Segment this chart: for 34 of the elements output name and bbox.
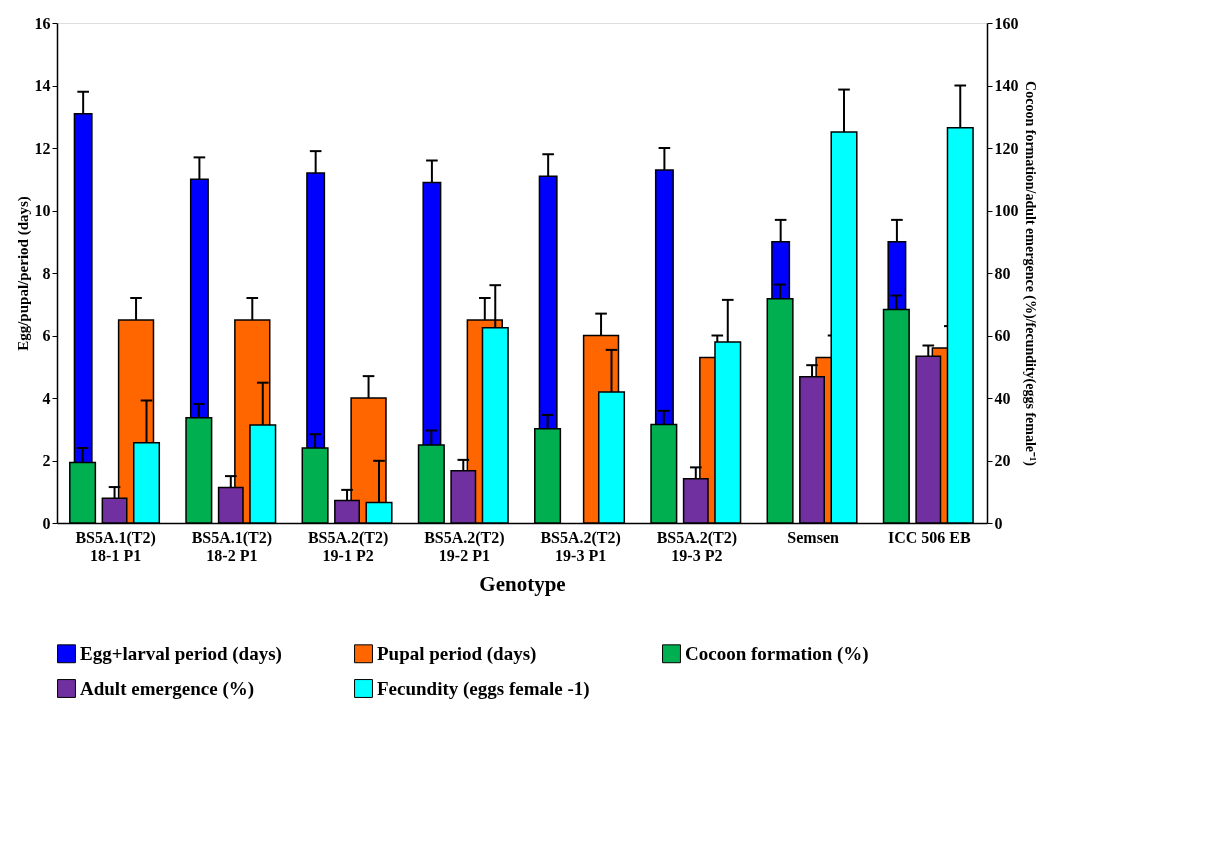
y-tick-label: 12	[34, 139, 51, 157]
x-axis-title: Genotype	[479, 571, 566, 596]
x-tick-label: BS5A.2(T2) 19-3 P2	[656, 528, 738, 564]
legend-label: Egg+larval period (days)	[80, 642, 282, 665]
y-tick-label: 16	[34, 14, 51, 32]
y2-tick-label: 40	[994, 389, 1011, 407]
y2-tick-label: 80	[994, 264, 1011, 282]
y2-tick-label: 20	[994, 452, 1011, 469]
legend-label: Fecundity (eggs female -1)	[377, 677, 590, 700]
y2-tick-label: 0	[994, 514, 1003, 532]
y2-tick-label: 160	[994, 14, 1019, 32]
y-tick-label: 14	[34, 77, 51, 94]
legend-label: Cocoon formation (%)	[685, 642, 869, 665]
y-tick-label: 2	[42, 452, 51, 469]
y-axis-title: Egg/pupal/period (days)	[14, 196, 32, 351]
x-tick-label: BS5A.2(T2) 19-3 P1	[540, 528, 621, 564]
y2-tick-label: 100	[994, 202, 1019, 219]
y2-tick-label: 140	[994, 77, 1019, 94]
x-tick-label: BS5A.1(T2) 18-1 P1	[75, 528, 156, 564]
x-tick-label: BS5A.2(T2) 19-2 P1	[424, 528, 505, 564]
y-tick-label: 10	[34, 202, 51, 219]
y-tick-label: 0	[42, 514, 51, 532]
x-tick-label: Semsen	[787, 528, 839, 546]
y2-tick-label: 60	[994, 327, 1011, 344]
x-tick-label: ICC 506 EB	[888, 528, 972, 546]
y-tick-label: 8	[42, 264, 51, 282]
legend-label: Pupal period (days)	[377, 642, 537, 665]
x-tick-label: BS5A.1(T2) 18-2 P1	[191, 528, 273, 564]
y-tick-label: 6	[42, 327, 51, 344]
x-tick-label: BS5A.2(T2) 19-1 P2	[307, 528, 389, 564]
y2-tick-label: 120	[994, 139, 1019, 157]
legend-label: Adult emergence (%)	[80, 677, 255, 700]
y2-axis-title: Cocoon formation/adult emergence (%)/fecundity(eggs female⁻¹)	[1021, 81, 1038, 467]
y-tick-label: 4	[42, 389, 51, 407]
